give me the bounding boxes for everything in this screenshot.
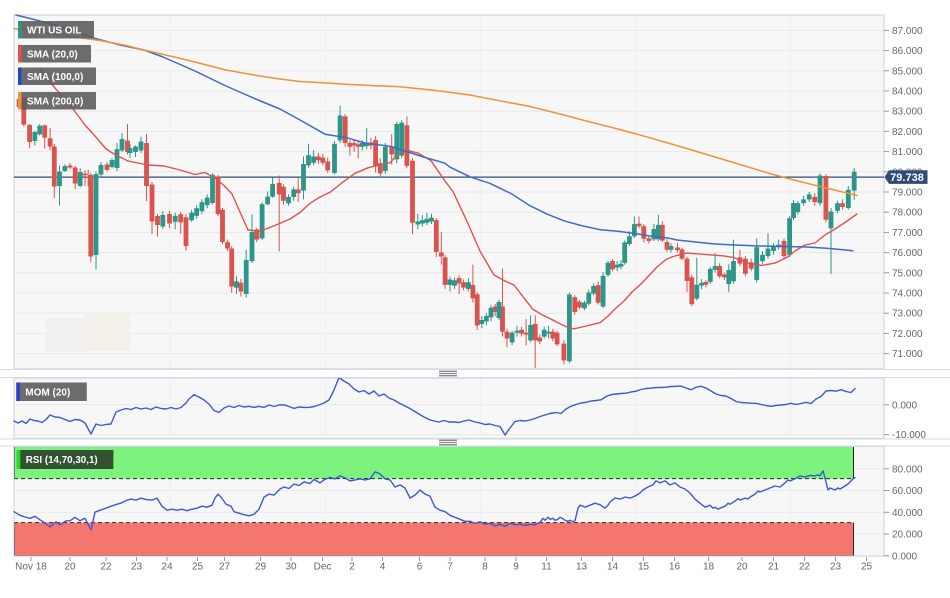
svg-text:25: 25: [861, 562, 873, 573]
svg-text:72.000: 72.000: [892, 329, 923, 340]
svg-text:86.000: 86.000: [892, 46, 923, 57]
svg-text:22: 22: [799, 562, 811, 573]
svg-text:29: 29: [255, 562, 267, 573]
svg-text:20.000: 20.000: [892, 530, 923, 541]
svg-text:SMA (20,0): SMA (20,0): [27, 49, 78, 60]
svg-text:8: 8: [482, 562, 488, 573]
svg-text:82.000: 82.000: [892, 127, 923, 138]
svg-text:60.000: 60.000: [892, 486, 923, 497]
svg-text:30: 30: [285, 562, 297, 573]
svg-text:84.000: 84.000: [892, 87, 923, 98]
svg-text:85.000: 85.000: [892, 66, 923, 77]
svg-text:21: 21: [768, 562, 780, 573]
svg-text:14: 14: [607, 562, 619, 573]
svg-text:79.738: 79.738: [890, 172, 924, 184]
svg-text:11: 11: [541, 562, 552, 573]
svg-text:22: 22: [100, 562, 112, 573]
svg-text:18: 18: [703, 562, 715, 573]
svg-text:77.000: 77.000: [892, 228, 923, 239]
svg-text:Dec: Dec: [314, 562, 332, 573]
svg-text:WTI US OIL: WTI US OIL: [27, 25, 81, 36]
svg-text:24: 24: [161, 562, 173, 573]
svg-text:Nov 18: Nov 18: [15, 562, 47, 573]
svg-text:75.000: 75.000: [892, 268, 923, 279]
svg-text:20: 20: [64, 562, 76, 573]
svg-text:16: 16: [669, 562, 681, 573]
svg-text:6: 6: [417, 562, 423, 573]
svg-text:78.000: 78.000: [892, 208, 923, 219]
svg-text:76.000: 76.000: [892, 248, 923, 259]
svg-text:23: 23: [131, 562, 143, 573]
svg-text:13: 13: [576, 562, 588, 573]
svg-text:27: 27: [219, 562, 231, 573]
svg-text:40.000: 40.000: [892, 508, 923, 519]
svg-text:20: 20: [736, 562, 748, 573]
svg-text:15: 15: [638, 562, 650, 573]
svg-text:23: 23: [830, 562, 842, 573]
svg-text:81.000: 81.000: [892, 147, 923, 158]
svg-text:25: 25: [192, 562, 204, 573]
svg-text:83.000: 83.000: [892, 107, 923, 118]
svg-text:-10.000: -10.000: [892, 430, 926, 441]
svg-text:71.000: 71.000: [892, 349, 923, 360]
svg-text:80.000: 80.000: [892, 464, 923, 475]
svg-text:0.000: 0.000: [892, 400, 917, 411]
svg-text:SMA (200,0): SMA (200,0): [27, 96, 83, 107]
svg-text:SMA (100,0): SMA (100,0): [27, 72, 83, 83]
svg-text:9: 9: [513, 562, 519, 573]
svg-text:2: 2: [349, 562, 355, 573]
svg-text:7: 7: [447, 562, 453, 573]
svg-text:RSI (14,70,30,1): RSI (14,70,30,1): [26, 455, 98, 466]
svg-text:74.000: 74.000: [892, 289, 923, 300]
svg-text:MOM (20): MOM (20): [25, 387, 70, 398]
svg-text:87.000: 87.000: [892, 26, 923, 37]
svg-text:4: 4: [380, 562, 386, 573]
svg-text:73.000: 73.000: [892, 309, 923, 320]
svg-text:0.000: 0.000: [892, 551, 917, 562]
svg-text:79.000: 79.000: [892, 188, 923, 199]
